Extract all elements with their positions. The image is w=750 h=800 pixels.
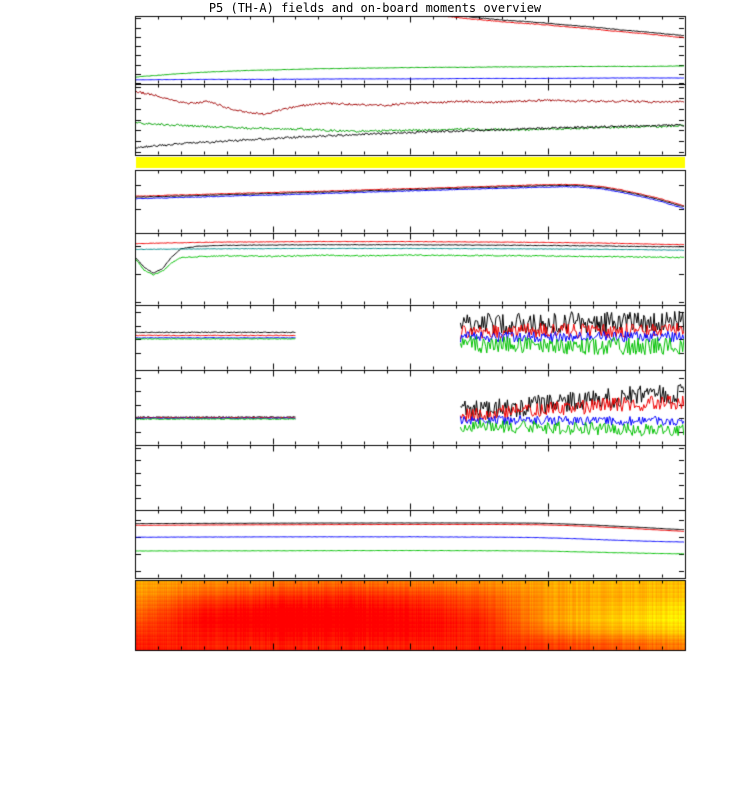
- page-title: P5 (TH-A) fields and on-board moments ov…: [208, 1, 542, 15]
